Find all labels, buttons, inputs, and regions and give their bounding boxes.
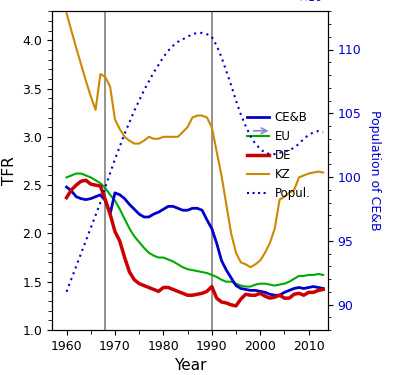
DE — [234, 304, 238, 308]
DE — [219, 300, 224, 304]
Popul. — [161, 55, 166, 59]
EU — [321, 273, 326, 277]
EU — [248, 284, 253, 289]
KZ — [238, 260, 243, 265]
Y-axis label: Population of CE&B: Population of CE&B — [368, 110, 381, 231]
Line: CE&B: CE&B — [66, 187, 323, 295]
EU — [224, 279, 229, 284]
Line: DE: DE — [66, 180, 323, 306]
Popul. — [243, 124, 248, 128]
DE — [248, 293, 253, 297]
CE&B — [214, 241, 219, 245]
Line: KZ: KZ — [66, 13, 323, 267]
CE&B — [108, 212, 112, 216]
X-axis label: Year: Year — [174, 358, 206, 373]
DE — [209, 284, 214, 289]
EU — [112, 198, 117, 203]
KZ — [204, 115, 209, 120]
Y-axis label: TFR: TFR — [2, 156, 17, 185]
Line: Popul.: Popul. — [66, 33, 323, 292]
CE&B — [161, 207, 166, 212]
EU — [219, 278, 224, 282]
EU — [64, 175, 69, 180]
DE — [84, 178, 88, 183]
EU — [166, 257, 171, 262]
DE — [112, 229, 117, 234]
DE — [224, 301, 229, 305]
Legend: CE&B, EU, DE, KZ, Popul.: CE&B, EU, DE, KZ, Popul. — [243, 106, 315, 204]
CE&B — [272, 293, 277, 297]
KZ — [321, 170, 326, 175]
Text: $\times10^6$: $\times10^6$ — [298, 0, 328, 5]
Popul. — [64, 290, 69, 294]
DE — [166, 285, 171, 290]
Popul. — [209, 34, 214, 39]
KZ — [248, 265, 253, 270]
CE&B — [204, 217, 209, 222]
Line: EU: EU — [66, 174, 323, 286]
KZ — [161, 135, 166, 139]
EU — [209, 273, 214, 277]
DE — [321, 287, 326, 292]
EU — [74, 171, 79, 176]
Popul. — [195, 31, 200, 35]
CE&B — [321, 286, 326, 291]
CE&B — [64, 185, 69, 189]
CE&B — [238, 286, 243, 291]
Popul. — [108, 171, 112, 176]
KZ — [214, 149, 219, 153]
Popul. — [321, 130, 326, 135]
Popul. — [224, 69, 229, 74]
Popul. — [219, 55, 224, 59]
KZ — [108, 84, 112, 89]
KZ — [219, 173, 224, 178]
DE — [64, 195, 69, 200]
EU — [243, 284, 248, 289]
KZ — [64, 11, 69, 15]
CE&B — [219, 258, 224, 263]
